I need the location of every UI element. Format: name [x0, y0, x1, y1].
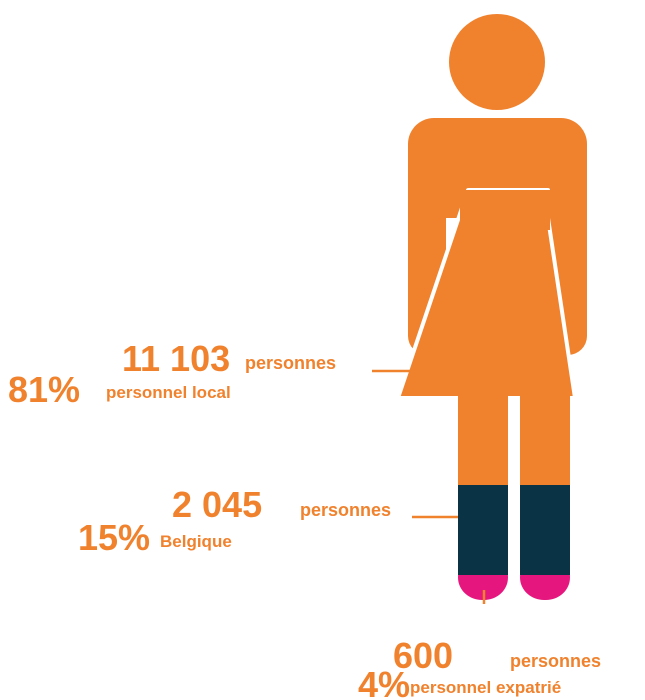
figure: [396, 14, 587, 600]
count: 600: [393, 635, 453, 676]
percent: 15%: [78, 517, 150, 558]
unit: personnes: [510, 651, 601, 671]
label: personnel local: [106, 383, 231, 402]
right-leg: [520, 396, 570, 485]
torso: [460, 190, 550, 230]
right-sock: [520, 483, 570, 575]
label: personnel expatrié: [410, 678, 561, 697]
percent: 81%: [8, 369, 80, 410]
unit: personnes: [300, 500, 391, 520]
left-leg: [458, 396, 508, 485]
label: Belgique: [160, 532, 232, 551]
count: 11 103: [122, 338, 230, 379]
count: 2 045: [172, 484, 262, 525]
percent: 4%: [358, 664, 410, 700]
head: [449, 14, 545, 110]
left-sock: [458, 483, 508, 575]
unit: personnes: [245, 353, 336, 373]
